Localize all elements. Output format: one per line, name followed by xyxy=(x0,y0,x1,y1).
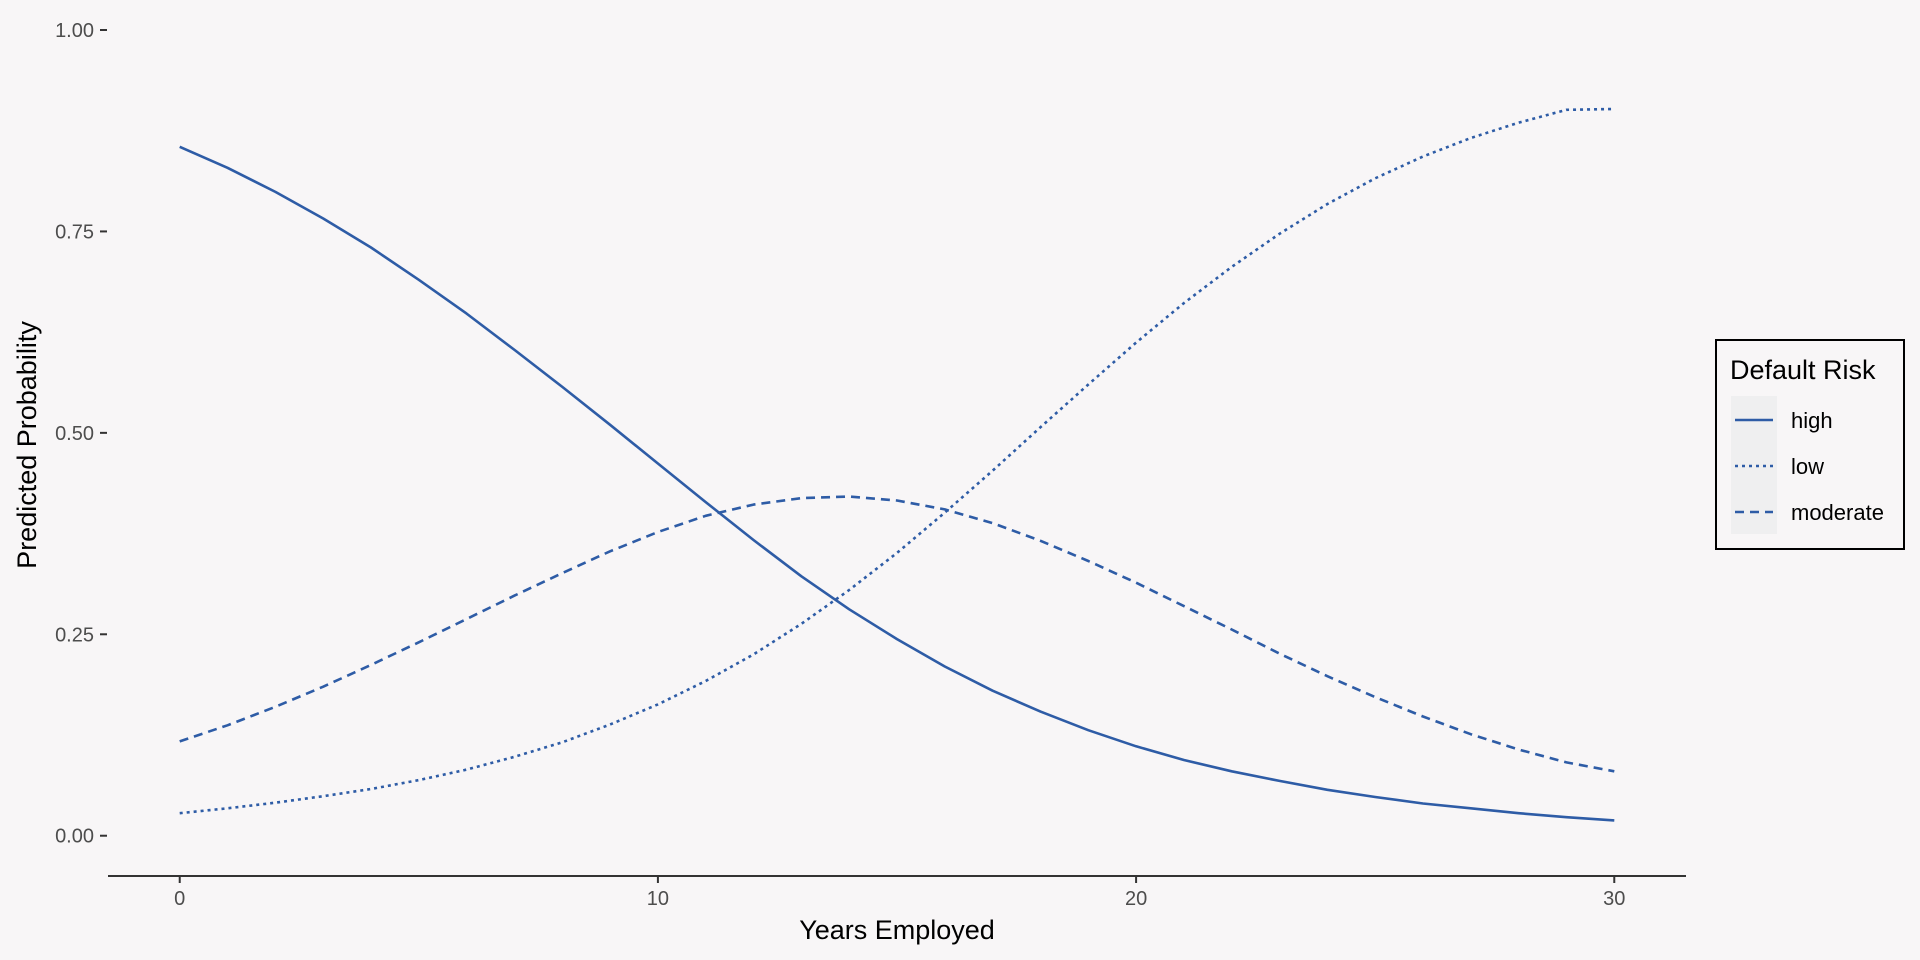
plot-area xyxy=(179,107,1615,822)
y-axis: 0.00 0.25 0.50 0.75 1.00 xyxy=(55,20,107,848)
series-line-moderate xyxy=(179,495,1615,773)
x-axis: 0 10 20 30 xyxy=(108,875,1686,910)
x-tick-label: 10 xyxy=(647,888,669,910)
legend-label-moderate: moderate xyxy=(1791,500,1884,525)
series-line-high xyxy=(179,145,1615,822)
legend-label-low: low xyxy=(1791,454,1824,479)
y-tick-label: 0.75 xyxy=(55,221,94,243)
y-tick-label: 1.00 xyxy=(55,20,94,42)
legend-box xyxy=(1715,339,1905,550)
y-tick-label: 0.50 xyxy=(55,423,94,445)
x-tick-label: 30 xyxy=(1603,888,1625,910)
legend-items: high low moderate xyxy=(1731,396,1884,534)
y-axis-title: Predicted Probability xyxy=(12,321,42,569)
x-tick-label: 20 xyxy=(1125,888,1147,910)
y-tick-label: 0.00 xyxy=(55,826,94,848)
legend-title: Default Risk xyxy=(1730,355,1876,385)
x-axis-title: Years Employed xyxy=(799,915,995,945)
x-tick-label: 0 xyxy=(174,888,185,910)
legend-label-high: high xyxy=(1791,408,1833,433)
y-tick-label: 0.25 xyxy=(55,624,94,646)
legend: Default Risk high low moderate xyxy=(1715,339,1905,550)
